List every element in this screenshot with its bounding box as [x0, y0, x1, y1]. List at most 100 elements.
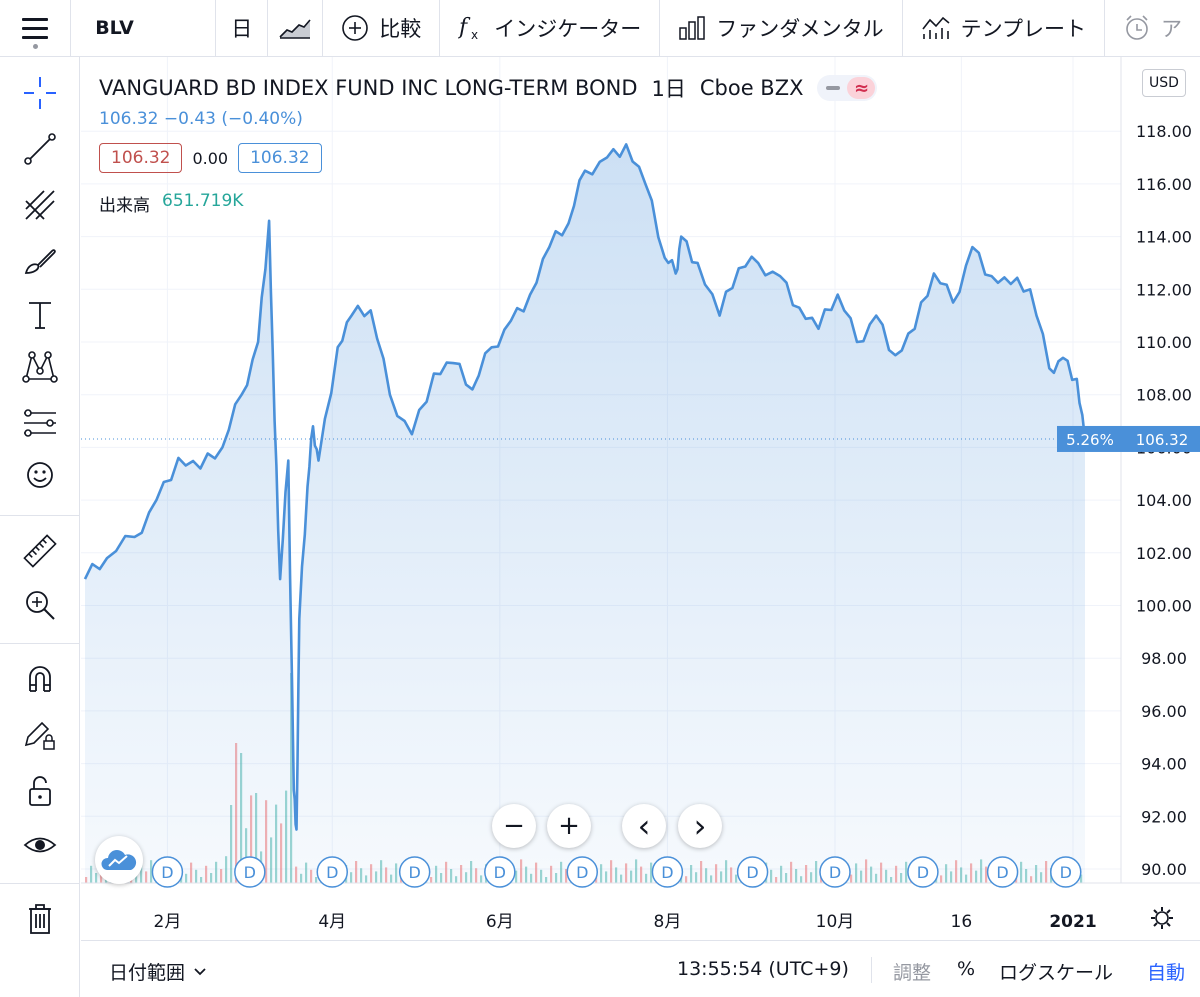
plus-icon: + [558, 811, 580, 841]
legend-mode-toggle[interactable]: ≈ [817, 75, 878, 101]
main-menu-button[interactable] [0, 0, 72, 57]
percent-toggle[interactable]: % [957, 958, 976, 980]
zoom-in-button[interactable]: + [547, 804, 591, 848]
plus-circle-icon [341, 14, 369, 42]
pitchfork-icon [25, 190, 55, 220]
price-badge: 5.26% 106.32 [1057, 425, 1200, 452]
y-tick-label: 92.00 [1141, 807, 1187, 826]
x-tick-label: 6月 [486, 912, 514, 932]
buy-price-button[interactable]: 106.32 [238, 143, 322, 173]
unlock-icon [29, 776, 51, 806]
interval-label: 日 [231, 17, 253, 41]
price-change: 106.32 −0.43 (−0.40%) [99, 109, 303, 129]
pattern-icon [22, 351, 58, 383]
timezone-button[interactable]: 13:55:54 (UTC+9) [677, 958, 849, 980]
scroll-left-button[interactable]: ‹ [622, 804, 666, 848]
lock-drawing-tool[interactable] [0, 709, 80, 761]
price-line [83, 143, 1087, 831]
y-tick-label: 96.00 [1141, 702, 1187, 721]
compare-button[interactable]: 比較 [323, 0, 441, 57]
fib-tool[interactable] [0, 179, 80, 231]
pattern-tool[interactable] [0, 341, 80, 393]
chevron-right-icon: › [693, 807, 707, 845]
brush-tool[interactable] [0, 235, 80, 287]
dividend-marker[interactable]: D [907, 856, 939, 888]
svg-text:D: D [326, 863, 338, 882]
x-tick-label: 2021 [1049, 912, 1096, 932]
dividend-marker[interactable]: D [398, 856, 431, 888]
dividend-marker[interactable]: D [986, 856, 1019, 888]
chart-pane[interactable]: 118.00 116.00 114.00 112.00 110.00 108.00 106.… [81, 57, 1200, 940]
tradingview-logo[interactable] [95, 836, 143, 884]
fundamentals-label: ファンダメンタル [716, 17, 884, 41]
volume-legend[interactable]: 出来高 651.719K [99, 191, 243, 216]
hamburger-icon [22, 17, 49, 21]
eye-icon [23, 837, 57, 853]
remove-drawings-tool[interactable] [0, 893, 80, 945]
trend-line-tool[interactable] [0, 123, 80, 175]
dividend-marker[interactable]: D [566, 856, 599, 888]
svg-text:D: D [161, 863, 173, 882]
lock-all-tool[interactable] [0, 765, 80, 817]
adjust-toggle[interactable]: 調整 [893, 962, 932, 984]
minus-icon [819, 77, 847, 99]
ruler-icon [23, 534, 57, 568]
text-tool[interactable] [0, 289, 80, 341]
date-range-label: 日付範囲 [109, 962, 186, 984]
zoom-tool[interactable] [0, 579, 80, 631]
dividend-marker[interactable]: D [151, 856, 184, 888]
currency-button[interactable]: USD [1142, 69, 1186, 97]
dividend-marker[interactable]: D [651, 856, 684, 888]
symbol-search-button[interactable]: BLV [71, 0, 217, 57]
scroll-right-button[interactable]: › [678, 804, 722, 848]
symbol-label: BLV [95, 17, 134, 39]
y-tick-label: 104.00 [1136, 491, 1192, 510]
y-tick-label: 90.00 [1141, 860, 1187, 879]
x-tick-label: 16 [951, 912, 973, 932]
dividend-marker[interactable]: D [316, 856, 349, 888]
templates-label: テンプレート [960, 17, 1086, 41]
svg-text:x: x [471, 28, 478, 42]
trash-icon [29, 904, 51, 934]
alert-button[interactable]: ア [1105, 0, 1200, 57]
chart-style-button[interactable] [268, 0, 324, 57]
sell-price-button[interactable]: 106.32 [99, 143, 183, 173]
compare-label: 比較 [379, 17, 422, 41]
text-icon [29, 302, 51, 329]
crosshair-icon [24, 77, 56, 109]
dividend-marker[interactable]: D [1050, 856, 1082, 888]
visibility-tool[interactable] [0, 819, 80, 871]
dividend-marker[interactable]: D [484, 856, 516, 888]
interval-button[interactable]: 日 [216, 0, 269, 57]
series-legend[interactable]: VANGUARD BD INDEX FUND INC LONG-TERM BON… [99, 73, 878, 103]
dividend-marker[interactable]: D [234, 856, 266, 888]
y-tick-label: 98.00 [1141, 649, 1187, 668]
auto-scale-toggle[interactable]: 自動 [1147, 962, 1186, 984]
svg-text:D: D [829, 863, 841, 882]
zoom-out-button[interactable]: − [492, 804, 536, 848]
measure-tool[interactable] [0, 525, 80, 577]
price-badge-value: 106.32 [1136, 431, 1189, 449]
price-chart: 118.00 116.00 114.00 112.00 110.00 108.00 106.… [81, 57, 1200, 932]
forecast-tool[interactable] [0, 397, 80, 449]
x-tick-label: 2月 [154, 912, 182, 932]
emoji-tool[interactable] [0, 449, 80, 501]
y-tick-label: 102.00 [1136, 544, 1192, 563]
series-title: VANGUARD BD INDEX FUND INC LONG-TERM BON… [99, 76, 638, 100]
svg-text:D: D [996, 863, 1008, 882]
area-chart-icon [279, 17, 311, 39]
x-tick-label: 8月 [654, 912, 682, 932]
settings-icon[interactable] [1151, 907, 1173, 929]
dividend-marker[interactable]: D [736, 856, 769, 888]
templates-button[interactable]: テンプレート [903, 0, 1105, 57]
crosshair-tool[interactable] [0, 67, 80, 119]
fundamentals-button[interactable]: ファンダメンタル [660, 0, 903, 57]
log-scale-toggle[interactable]: ログスケール [999, 962, 1114, 984]
series-interval: 1日 [651, 77, 686, 101]
spread-value: 0.00 [192, 148, 229, 168]
dividend-marker[interactable]: D [819, 856, 851, 888]
date-range-button[interactable]: 日付範囲 [109, 958, 207, 985]
magnet-tool[interactable] [0, 653, 80, 705]
